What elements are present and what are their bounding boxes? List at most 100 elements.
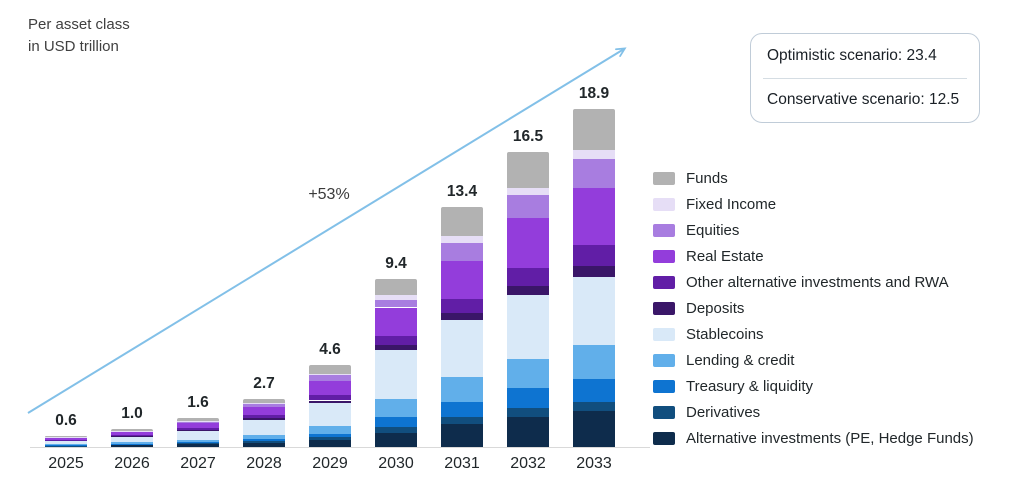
bar-segment — [243, 398, 285, 404]
bar-segment — [45, 436, 87, 438]
bar-segment — [375, 427, 417, 433]
legend-label: Deposits — [686, 299, 745, 317]
bar-segment — [111, 442, 153, 444]
bar-segment — [111, 429, 153, 431]
bar-segment — [441, 402, 483, 417]
bar-segment — [111, 430, 153, 432]
bar-segment — [441, 298, 483, 313]
bar-segment — [111, 443, 153, 445]
legend-label: Fixed Income — [686, 195, 777, 213]
bar-segment — [309, 437, 351, 440]
bar-segment — [573, 244, 615, 267]
bar-segment — [243, 415, 285, 419]
bar-segment — [507, 387, 549, 408]
x-axis-tick-label: 2025 — [48, 455, 84, 472]
bar-segment — [45, 440, 87, 445]
bar-segment — [507, 151, 549, 188]
bar-segment — [441, 423, 483, 447]
bar-segment — [573, 159, 615, 188]
bar-segment — [309, 364, 351, 374]
legend-label: Treasury & liquidity — [686, 377, 813, 395]
legend-label: Real Estate — [686, 247, 764, 265]
bar-segment — [309, 403, 351, 427]
bar-segment — [375, 300, 417, 308]
bar-segment — [441, 377, 483, 403]
x-axis-line — [30, 447, 650, 448]
legend-swatch — [653, 301, 675, 315]
legend-swatch — [653, 431, 675, 445]
legend-swatch — [653, 275, 675, 289]
legend-swatch — [653, 249, 675, 263]
x-axis-tick-label: 2028 — [246, 455, 282, 472]
bar-segment — [177, 444, 219, 447]
growth-percentage-label: +53% — [308, 186, 350, 203]
legend-item: Derivatives — [653, 399, 974, 425]
bar-segment — [177, 421, 219, 424]
legend-item: Fixed Income — [653, 191, 974, 217]
bar-segment — [309, 426, 351, 434]
bar-segment — [573, 379, 615, 403]
legend-swatch — [653, 379, 675, 393]
bar-segment — [243, 403, 285, 405]
x-axis-tick-label: 2031 — [444, 455, 480, 472]
chart-title-line1: Per asset class — [28, 16, 130, 33]
x-axis-tick-label: 2029 — [312, 455, 348, 472]
bar-segment — [177, 423, 219, 429]
scenario-divider — [763, 77, 967, 79]
legend-item: Deposits — [653, 295, 974, 321]
optimistic-scenario-label: Optimistic scenario: — [767, 46, 903, 64]
bar-segment — [507, 187, 549, 195]
bar-segment — [441, 243, 483, 261]
bar-segment — [573, 402, 615, 412]
bar-segment — [507, 359, 549, 388]
legend-label: Funds — [686, 169, 728, 187]
bar-segment — [45, 444, 87, 446]
bar-segment — [573, 277, 615, 346]
bar-total-label: 9.4 — [385, 254, 407, 272]
bar-segment — [441, 320, 483, 378]
bar-segment — [243, 419, 285, 435]
bar-total-label: 4.6 — [319, 340, 341, 358]
scenario-box: Optimistic scenario: 23.4 Conservative s… — [750, 33, 980, 123]
bar-segment — [177, 439, 219, 442]
legend-item: Funds — [653, 165, 974, 191]
legend-swatch — [653, 223, 675, 237]
bar-total-label: 18.9 — [578, 85, 610, 102]
bar-segment — [45, 437, 87, 438]
bar-segment — [243, 418, 285, 420]
conservative-scenario: Conservative scenario: 12.5 — [751, 78, 979, 122]
bar-segment — [309, 375, 351, 381]
bar-segment — [507, 218, 549, 269]
bar-segment — [45, 439, 87, 441]
bar-segment — [507, 286, 549, 295]
bar-segment — [243, 442, 285, 447]
bar-segment — [177, 430, 219, 440]
legend-item: Other alternative investments and RWA — [653, 269, 974, 295]
bar-segment — [243, 407, 285, 416]
legend-swatch — [653, 197, 675, 211]
bar-segment — [177, 418, 219, 421]
legend-item: Stablecoins — [653, 321, 974, 347]
bar-segment — [375, 336, 417, 346]
optimistic-scenario-value: 23.4 — [906, 46, 937, 64]
bar-segment — [45, 437, 87, 440]
legend-label: Stablecoins — [686, 325, 764, 343]
bar-segment — [177, 428, 219, 430]
bar-segment — [375, 307, 417, 337]
bar-segment — [375, 432, 417, 447]
bar-segment — [573, 187, 615, 245]
bar-segment — [507, 268, 549, 287]
bar-segment — [573, 266, 615, 278]
bar-total-label: 2.7 — [253, 374, 275, 392]
legend-swatch — [653, 353, 675, 367]
bar-segment — [375, 345, 417, 351]
x-axis-tick-label: 2027 — [180, 455, 216, 472]
bar-segment — [573, 411, 615, 447]
bar-segment — [45, 445, 87, 447]
legend-swatch — [653, 327, 675, 341]
bar-segment — [111, 445, 153, 447]
bar-segment — [309, 380, 351, 396]
bar-segment — [375, 278, 417, 295]
bar-segment — [441, 312, 483, 320]
optimistic-scenario: Optimistic scenario: 23.4 — [751, 34, 979, 78]
